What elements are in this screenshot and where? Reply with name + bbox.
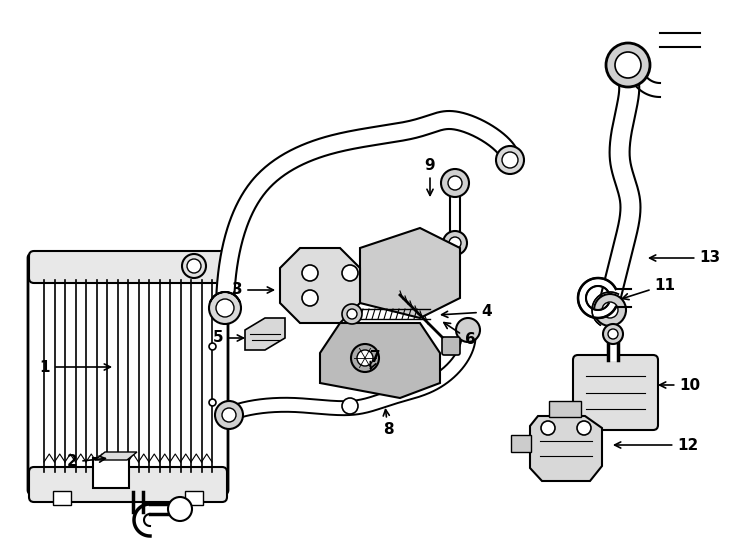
Circle shape bbox=[209, 292, 241, 324]
Circle shape bbox=[502, 152, 518, 168]
Circle shape bbox=[168, 497, 192, 521]
Circle shape bbox=[187, 259, 201, 273]
Circle shape bbox=[222, 408, 236, 422]
Text: 5: 5 bbox=[213, 330, 244, 346]
Polygon shape bbox=[628, 65, 660, 97]
Text: 8: 8 bbox=[382, 410, 393, 437]
Circle shape bbox=[443, 231, 467, 255]
Polygon shape bbox=[320, 323, 440, 398]
Circle shape bbox=[347, 309, 357, 319]
Circle shape bbox=[342, 265, 358, 281]
Text: 7: 7 bbox=[370, 350, 380, 369]
FancyBboxPatch shape bbox=[53, 491, 71, 505]
Circle shape bbox=[216, 299, 234, 317]
Circle shape bbox=[441, 169, 469, 197]
FancyBboxPatch shape bbox=[573, 355, 658, 430]
Polygon shape bbox=[600, 77, 641, 302]
Circle shape bbox=[577, 421, 591, 435]
Text: 13: 13 bbox=[650, 251, 721, 266]
Polygon shape bbox=[95, 452, 137, 460]
Text: 3: 3 bbox=[232, 282, 273, 298]
FancyBboxPatch shape bbox=[549, 401, 581, 417]
Circle shape bbox=[448, 176, 462, 190]
Text: 11: 11 bbox=[622, 278, 675, 300]
FancyBboxPatch shape bbox=[511, 435, 531, 452]
Polygon shape bbox=[216, 111, 519, 308]
Circle shape bbox=[342, 304, 362, 324]
Text: 6: 6 bbox=[444, 322, 476, 348]
Polygon shape bbox=[225, 328, 476, 420]
Circle shape bbox=[302, 265, 318, 281]
Polygon shape bbox=[578, 278, 616, 318]
Polygon shape bbox=[280, 248, 360, 323]
FancyBboxPatch shape bbox=[29, 251, 227, 283]
Circle shape bbox=[541, 421, 555, 435]
FancyBboxPatch shape bbox=[442, 337, 460, 355]
Text: 9: 9 bbox=[425, 158, 435, 195]
Circle shape bbox=[608, 329, 618, 339]
Text: 10: 10 bbox=[660, 377, 700, 393]
Circle shape bbox=[449, 237, 461, 249]
Circle shape bbox=[606, 43, 650, 87]
FancyBboxPatch shape bbox=[93, 458, 129, 488]
Circle shape bbox=[496, 146, 524, 174]
Polygon shape bbox=[608, 338, 618, 360]
Text: 2: 2 bbox=[67, 455, 106, 469]
Text: 4: 4 bbox=[442, 305, 493, 320]
Circle shape bbox=[594, 294, 626, 326]
Circle shape bbox=[357, 350, 373, 366]
Text: 1: 1 bbox=[40, 360, 110, 375]
Circle shape bbox=[215, 401, 243, 429]
FancyBboxPatch shape bbox=[185, 491, 203, 505]
Polygon shape bbox=[134, 504, 150, 536]
Circle shape bbox=[351, 344, 379, 372]
Circle shape bbox=[456, 318, 480, 342]
Circle shape bbox=[182, 254, 206, 278]
Circle shape bbox=[602, 302, 618, 318]
Polygon shape bbox=[245, 318, 285, 350]
Circle shape bbox=[615, 52, 641, 78]
FancyBboxPatch shape bbox=[28, 254, 228, 494]
Circle shape bbox=[342, 398, 358, 414]
Circle shape bbox=[302, 290, 318, 306]
Text: 12: 12 bbox=[614, 437, 699, 453]
FancyBboxPatch shape bbox=[29, 467, 227, 502]
Polygon shape bbox=[530, 416, 602, 481]
Circle shape bbox=[603, 324, 623, 344]
Polygon shape bbox=[360, 228, 460, 318]
